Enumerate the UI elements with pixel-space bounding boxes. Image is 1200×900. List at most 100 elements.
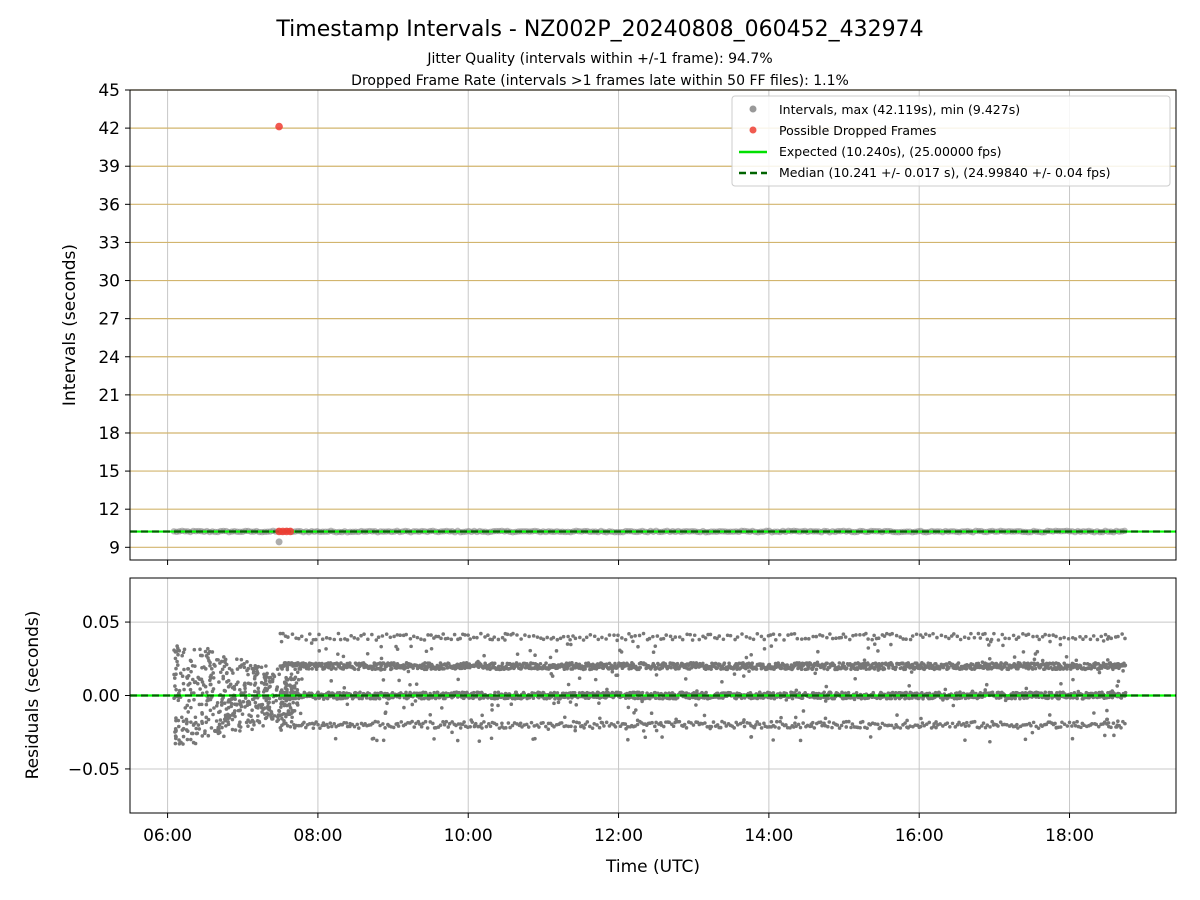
residual-point <box>221 674 226 679</box>
residual-point <box>173 741 178 746</box>
residual-point <box>180 653 184 658</box>
residual-point <box>667 720 672 725</box>
residual-point <box>595 723 599 727</box>
residual-point <box>934 720 938 724</box>
residual-point <box>828 632 832 636</box>
residual-point <box>468 725 473 729</box>
residual-point <box>275 685 280 689</box>
residual-point <box>999 661 1003 665</box>
residual-point <box>180 674 185 679</box>
residuals-plot: 06:00 08:00 10:00 12:00 14:00 16:00 18:00 0.05 0… <box>68 577 1177 846</box>
residual-point <box>508 725 512 730</box>
residual-point <box>1068 696 1073 700</box>
residual-point <box>423 719 428 724</box>
residual-point <box>596 637 601 642</box>
residual-point <box>551 663 555 667</box>
residual-point <box>392 661 396 665</box>
residual-point <box>1072 721 1076 725</box>
residual-point <box>806 637 811 641</box>
residual-point <box>597 725 602 730</box>
residual-point <box>1067 720 1072 725</box>
residual-point <box>280 667 284 671</box>
residual-point <box>209 726 214 730</box>
residual-point <box>370 737 375 741</box>
residual-point <box>620 636 624 640</box>
residual-point <box>732 672 737 676</box>
residual-point <box>253 700 258 705</box>
residual-point <box>703 721 707 725</box>
residual-point <box>792 631 797 636</box>
residual-point <box>184 717 189 722</box>
x-tick-label: 18:00 <box>1045 826 1094 846</box>
residual-point <box>585 720 590 724</box>
residual-point <box>449 637 454 642</box>
residual-point <box>250 718 255 723</box>
residual-point <box>232 684 237 689</box>
residual-point <box>200 734 205 738</box>
residual-point <box>569 724 573 729</box>
residual-point <box>882 634 887 638</box>
residual-point <box>853 667 858 671</box>
residual-point <box>192 691 196 695</box>
residual-point <box>555 691 560 695</box>
residual-point <box>310 666 314 671</box>
residual-point <box>289 720 294 724</box>
residual-point <box>1026 632 1031 637</box>
residual-point <box>769 725 774 729</box>
residual-point <box>568 637 572 642</box>
residual-point <box>193 741 198 746</box>
residual-point <box>740 632 744 636</box>
residual-point <box>201 683 206 687</box>
residual-point <box>242 683 247 687</box>
residual-point <box>581 667 586 672</box>
residual-point <box>903 667 908 672</box>
residual-point <box>208 708 213 713</box>
residual-point <box>198 687 202 691</box>
residual-point <box>289 687 294 692</box>
residual-point <box>590 726 595 730</box>
residual-point <box>604 720 609 725</box>
residual-point <box>172 676 177 680</box>
residual-point <box>217 680 221 684</box>
residual-point <box>381 678 386 682</box>
residual-point <box>1020 691 1025 695</box>
dropped-frame-point <box>286 527 295 536</box>
residual-point <box>313 637 318 642</box>
intervals-y-axis-label: Intervals (seconds) <box>60 244 80 406</box>
residual-point <box>769 719 774 724</box>
residual-point <box>715 636 719 641</box>
residual-point <box>450 720 454 724</box>
residual-point <box>571 634 575 638</box>
residuals-plot-frame <box>129 577 1177 814</box>
residual-point <box>444 719 449 724</box>
residual-point <box>1049 690 1054 695</box>
residual-point <box>1092 665 1097 670</box>
residual-point <box>458 722 463 726</box>
residual-point <box>411 666 415 670</box>
residual-point <box>250 708 254 712</box>
residual-point <box>240 712 245 716</box>
residual-point <box>423 661 427 665</box>
residual-point <box>1040 634 1045 639</box>
residual-point <box>573 725 578 729</box>
residual-point <box>180 715 184 720</box>
residual-point <box>889 642 893 647</box>
residual-point <box>658 721 663 725</box>
residual-point <box>486 633 490 638</box>
residual-point <box>408 682 412 687</box>
residual-point <box>684 726 689 730</box>
residual-point <box>475 635 479 640</box>
residual-point <box>531 696 536 701</box>
residual-point <box>762 647 767 651</box>
residual-point <box>1059 681 1063 686</box>
residual-point <box>192 697 196 702</box>
residual-point <box>496 690 501 695</box>
residual-point <box>544 661 548 665</box>
residual-point <box>208 663 212 668</box>
residual-point <box>782 638 786 642</box>
residual-point <box>230 668 234 673</box>
residual-point <box>1065 667 1069 671</box>
residual-point <box>324 647 328 651</box>
residual-point <box>173 730 177 734</box>
residual-point <box>313 696 318 701</box>
